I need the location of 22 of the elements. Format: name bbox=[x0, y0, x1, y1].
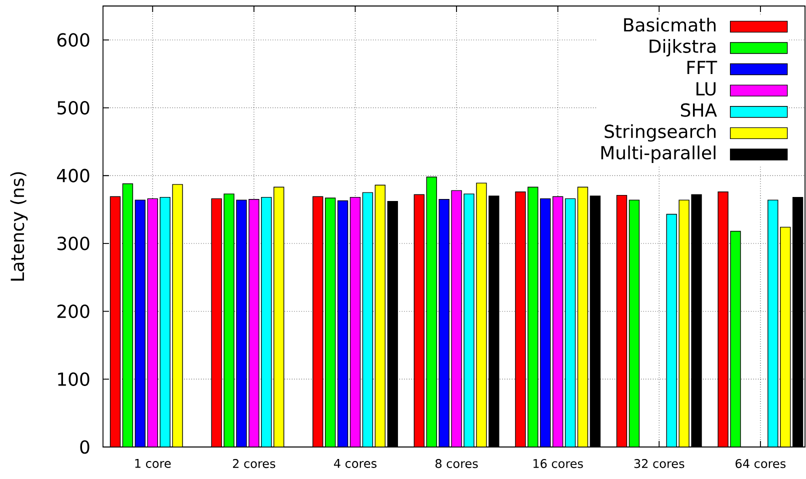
legend-label: SHA bbox=[680, 103, 717, 117]
legend-label: FFT bbox=[687, 60, 718, 74]
y-tick-label: 300 bbox=[58, 236, 90, 250]
y-tick-label: 500 bbox=[58, 100, 90, 115]
legend-label: Basicmath bbox=[624, 18, 716, 32]
x-tick-label: 1 core bbox=[135, 459, 171, 468]
x-tick-label: 4 cores bbox=[334, 459, 376, 468]
legend-label: Dijkstra bbox=[650, 39, 716, 56]
x-tick-label: 2 cores bbox=[232, 459, 276, 468]
y-tick-label: 200 bbox=[57, 304, 90, 318]
x-tick-label: 16 cores bbox=[533, 459, 583, 468]
legend-label: Multi-parallel bbox=[601, 146, 716, 163]
legend-label: LU bbox=[696, 82, 716, 96]
y-tick-label: 100 bbox=[58, 372, 90, 386]
y-tick-label: 0 bbox=[80, 440, 90, 454]
legend-label: Stringsearch bbox=[604, 124, 716, 142]
x-tick-label: 32 cores bbox=[634, 459, 684, 468]
y-tick-label: 400 bbox=[57, 168, 90, 182]
x-tick-label: 64 cores bbox=[736, 459, 786, 468]
x-tick-label: 8 cores bbox=[436, 459, 478, 468]
y-axis-title: Latency (ns) bbox=[10, 172, 28, 281]
y-tick-label: 600 bbox=[57, 33, 90, 47]
